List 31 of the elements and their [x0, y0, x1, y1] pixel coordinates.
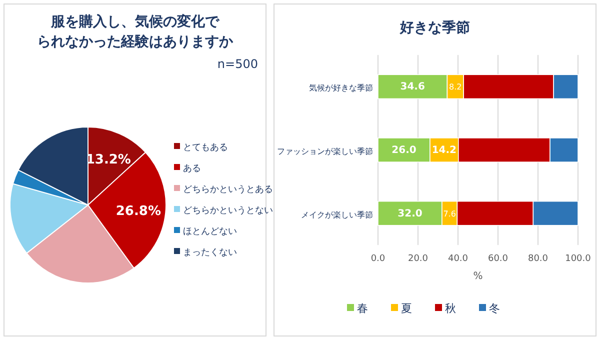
data-label: 13.2%	[86, 152, 131, 168]
legend-label: どちらかというとない	[183, 206, 273, 216]
legend-label: ある	[183, 164, 201, 174]
legend-label: 秋	[445, 302, 456, 315]
legend-label: ほとんどない	[183, 227, 237, 237]
data-label: 7.6	[443, 209, 456, 218]
data-label: 26.0	[392, 145, 416, 156]
legend-label: とてもある	[183, 143, 228, 153]
data-label: 14.2	[432, 145, 457, 156]
data-label: 26.8%	[116, 204, 161, 220]
legend-label: どちらかというとある	[183, 185, 273, 195]
legend-label: 春	[357, 302, 368, 315]
x-tick-label: 0.0	[370, 254, 386, 264]
legend-label: 夏	[401, 302, 412, 315]
y-tick-label: 気候が好きな季節	[309, 84, 373, 93]
chart-title: 好きな季節	[399, 19, 470, 36]
x-tick-label: 20.0	[408, 254, 428, 264]
chart-title: 服を購入し、気候の変化でられなかった経験はありますか	[37, 13, 234, 50]
data-label: 32.0	[398, 208, 422, 220]
x-axis-title: %	[473, 271, 483, 282]
x-tick-label: 100.0	[565, 254, 592, 264]
legend-label: 冬	[489, 302, 500, 315]
legend-label: まったくない	[183, 248, 237, 258]
chart-subtitle: n=500	[217, 57, 258, 71]
x-tick-label: 40.0	[448, 254, 468, 264]
data-label: 34.6	[400, 82, 425, 93]
y-tick-label: メイクが楽しい季節	[301, 210, 373, 220]
x-tick-label: 80.0	[528, 254, 548, 264]
data-label: 8.2	[449, 82, 462, 92]
x-tick-label: 60.0	[488, 254, 508, 264]
y-tick-label: ファッションが楽しい季節	[277, 147, 373, 156]
